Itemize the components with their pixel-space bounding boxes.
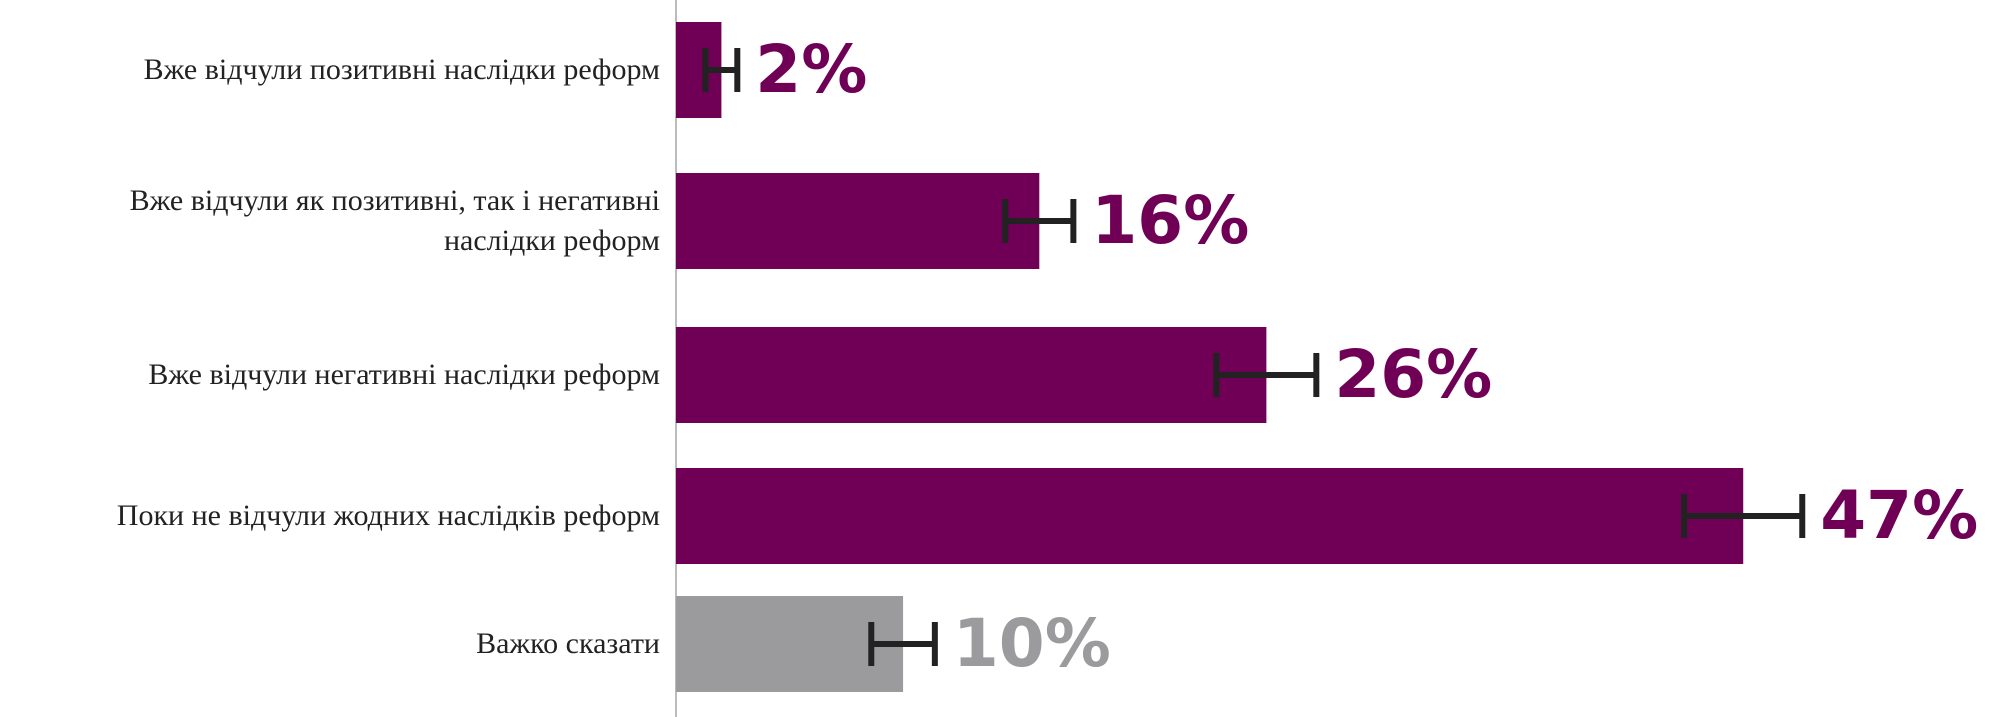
- error-bar: [868, 622, 938, 666]
- bar: [676, 327, 1267, 423]
- error-bar: [702, 48, 741, 92]
- error-bar: [1213, 353, 1320, 397]
- category-label: Важко сказати: [476, 627, 660, 660]
- error-bar: [1681, 494, 1806, 538]
- value-label: 2%: [755, 31, 867, 108]
- category-label: Вже відчули як позитивні, так і негативн…: [129, 184, 660, 257]
- bar: [676, 173, 1040, 269]
- value-label: 47%: [1820, 477, 1978, 554]
- value-label: 16%: [1091, 182, 1249, 259]
- bar: [676, 468, 1744, 564]
- value-label: 10%: [953, 605, 1111, 682]
- category-label: Вже відчули позитивні наслідки реформ: [143, 53, 660, 86]
- value-label: 26%: [1334, 336, 1492, 413]
- category-label: Поки не відчули жодних наслідків реформ: [116, 499, 660, 532]
- category-label: Вже відчули негативні наслідки реформ: [148, 358, 660, 391]
- error-bar: [1002, 199, 1077, 243]
- bar: [676, 596, 904, 692]
